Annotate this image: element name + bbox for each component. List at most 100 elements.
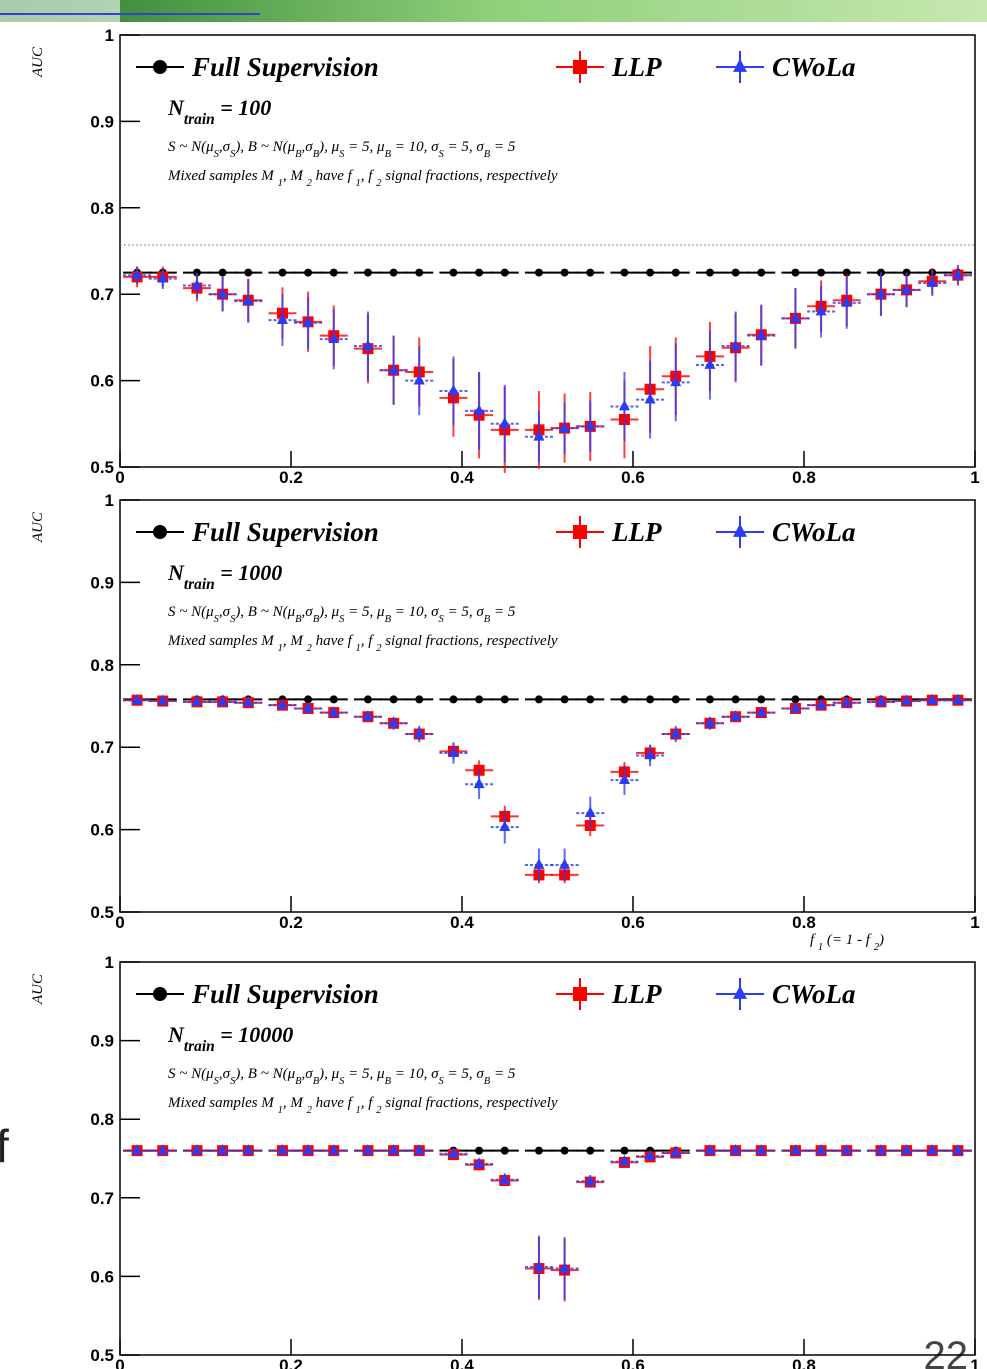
x-tick-label: 0.8 <box>792 913 816 932</box>
x-tick-label: 0.6 <box>621 1356 645 1369</box>
marker <box>501 695 509 703</box>
annotation-part: = 5, σ <box>444 1066 485 1082</box>
legend-label: LLP <box>611 979 662 1009</box>
y-tick-label: 0.9 <box>90 1032 114 1051</box>
x-tick-label: 1 <box>970 1356 979 1369</box>
marker <box>499 821 510 831</box>
legend-marker <box>153 525 167 539</box>
marker <box>817 269 825 277</box>
x-tick-label: 0.8 <box>792 1356 816 1369</box>
x-axis-label: f 1 (= 1 - f 2) <box>810 932 884 953</box>
annotation-part: N <box>167 95 185 120</box>
annotation-part: ), B ~ N(μ <box>234 139 295 155</box>
x-tick-label: 0.4 <box>450 468 474 487</box>
marker <box>474 778 485 788</box>
y-axis-label: AUC <box>30 511 46 543</box>
y-tick-label: 0.9 <box>90 112 114 131</box>
legend-label: LLP <box>611 517 662 547</box>
marker <box>278 269 286 277</box>
legend-marker <box>573 525 587 539</box>
marker <box>499 417 510 427</box>
legend-marker <box>733 524 747 537</box>
annotation-part: N <box>167 560 185 585</box>
marker <box>219 269 227 277</box>
marker <box>672 269 680 277</box>
marker <box>448 384 459 394</box>
x-tick-label: 0.4 <box>450 1356 474 1369</box>
x-axis-label-part: (= 1 - f <box>823 932 874 948</box>
annotation-part: S ~ N(μ <box>168 1066 214 1082</box>
marker <box>561 1147 569 1155</box>
annotation: Mixed samples M 1, M 2 have f 1, f 2 sig… <box>167 168 558 189</box>
marker <box>390 695 398 703</box>
annotation: Ntrain = 100 <box>167 95 271 128</box>
annotation: Ntrain = 1000 <box>167 560 282 593</box>
marker <box>706 695 714 703</box>
legend-label: Full Supervision <box>191 979 379 1009</box>
marker <box>620 1147 628 1155</box>
annotation-part: ), μ <box>318 139 339 155</box>
x-tick-label: 1 <box>970 913 979 932</box>
annotation-part: , M <box>283 633 307 649</box>
annotation-part: , f <box>361 1095 376 1111</box>
marker <box>449 269 457 277</box>
y-tick-label: 0.7 <box>90 285 114 304</box>
x-tick-label: 0 <box>115 468 124 487</box>
marker <box>646 695 654 703</box>
slide: f 22 0.50.60.70.80.9100.20.40.60.81AUCFu… <box>0 0 987 1369</box>
marker <box>672 695 680 703</box>
marker <box>620 269 628 277</box>
annotation-part: = 5, σ <box>444 139 485 155</box>
slide-text-fragment: f <box>0 1120 9 1172</box>
annotation-part: have f <box>312 633 356 649</box>
x-tick-label: 0.6 <box>621 913 645 932</box>
y-tick-label: 1 <box>105 491 114 510</box>
annotation-part: = 5 <box>490 604 516 620</box>
annotation-part: Mixed samples M <box>167 633 278 649</box>
marker <box>244 269 252 277</box>
legend-marker <box>573 987 587 1001</box>
marker <box>620 695 628 703</box>
legend-label: CWoLa <box>772 52 856 82</box>
annotation-part: ,σ <box>302 1066 314 1082</box>
page: f 22 0.50.60.70.80.9100.20.40.60.81AUCFu… <box>0 0 987 1369</box>
y-tick-label: 0.6 <box>90 372 114 391</box>
marker <box>535 1147 543 1155</box>
annotation-part: have f <box>312 168 356 184</box>
x-axis-label-part: f <box>810 932 818 948</box>
x-tick-label: 0.2 <box>279 468 303 487</box>
y-tick-label: 0.5 <box>90 1346 114 1365</box>
legend-label: CWoLa <box>772 517 856 547</box>
marker <box>475 695 483 703</box>
y-tick-label: 0.8 <box>90 656 114 675</box>
x-axis-label-part: ) <box>878 932 884 948</box>
legend-marker <box>153 987 167 1001</box>
annotation-part: signal fractions, respectively <box>381 168 557 184</box>
marker <box>561 269 569 277</box>
marker <box>364 269 372 277</box>
marker <box>304 269 312 277</box>
plot-frame <box>120 962 975 1355</box>
marker <box>646 269 654 277</box>
legend-label: CWoLa <box>772 979 856 1009</box>
slide-page-number: 22 <box>924 1334 969 1369</box>
annotation: Mixed samples M 1, M 2 have f 1, f 2 sig… <box>167 633 558 654</box>
marker <box>533 858 544 868</box>
annotation: S ~ N(μS,σS), B ~ N(μB,σB), μS = 5, μB =… <box>168 139 516 160</box>
annotation-part: = 10, σ <box>391 604 439 620</box>
x-tick-label: 0.2 <box>279 913 303 932</box>
marker <box>330 695 338 703</box>
legend-marker <box>573 60 587 74</box>
marker <box>559 858 570 868</box>
annotation-part: ), B ~ N(μ <box>234 1066 295 1082</box>
marker <box>561 695 569 703</box>
y-axis-label: AUC <box>30 973 46 1005</box>
y-tick-label: 1 <box>105 26 114 45</box>
annotation-part: , M <box>283 1095 307 1111</box>
annotation-part: , f <box>361 633 376 649</box>
marker <box>535 695 543 703</box>
header-fade <box>0 0 120 22</box>
marker <box>364 695 372 703</box>
y-tick-label: 0.7 <box>90 738 114 757</box>
annotation-part: ,σ <box>219 1066 231 1082</box>
